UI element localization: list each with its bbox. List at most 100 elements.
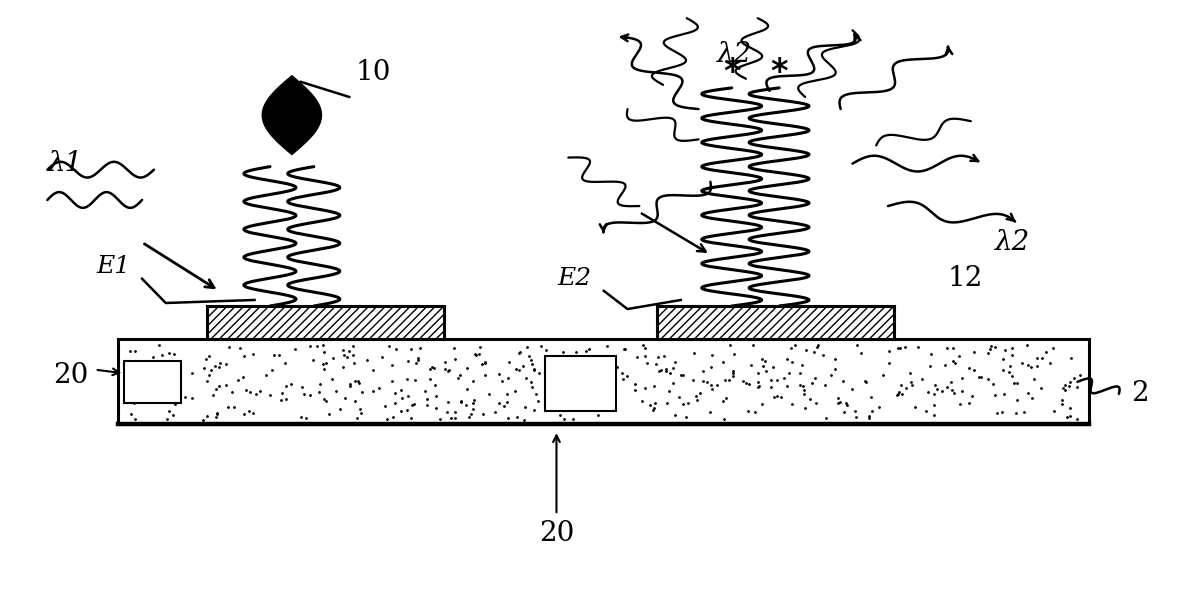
Point [888,344,907,353]
Point [652,365,671,375]
Point [510,347,529,357]
Point [301,342,320,351]
Point [485,407,504,417]
Point [794,381,813,390]
Point [951,399,970,409]
Point [617,371,636,381]
Point [165,349,184,359]
Point [987,408,1006,418]
Point [564,414,583,424]
Point [143,352,162,362]
Point [201,365,220,375]
Point [559,375,578,384]
Point [925,400,944,410]
Point [363,386,382,396]
Point [863,406,882,416]
Point [678,398,697,408]
Point [525,365,543,375]
Point [382,360,401,370]
Point [1004,378,1023,388]
Point [363,365,382,375]
Point [993,365,1012,375]
Point [296,413,315,423]
Point [498,357,517,367]
Point [548,399,567,409]
Point [480,390,498,399]
Point [796,403,815,413]
Point [527,390,546,399]
Point [314,340,333,350]
Point [160,348,179,358]
Point [466,351,485,361]
Point [825,364,844,374]
Point [794,385,813,395]
Point [649,366,668,376]
Point [418,401,437,410]
Point [334,345,353,355]
Point [577,345,596,355]
Point [398,356,417,366]
Point [157,414,176,424]
Text: λ2: λ2 [995,229,1030,256]
Point [335,351,354,361]
Point [825,355,844,364]
Point [748,377,767,387]
Point [984,379,1003,389]
Text: *: * [723,56,740,89]
Point [855,376,874,385]
Point [1003,344,1022,353]
Point [330,404,349,414]
Point [1061,377,1080,387]
Point [925,389,944,399]
Point [783,399,802,408]
Point [456,401,475,410]
Point [843,384,862,394]
Point [580,344,599,354]
Point [880,346,899,356]
Point [616,344,635,353]
Point [445,354,464,364]
Point [754,362,773,371]
Point [774,373,793,382]
Point [739,407,758,416]
Point [702,350,721,359]
Point [761,375,780,385]
Point [749,381,768,390]
Point [893,388,912,398]
Point [445,413,464,422]
Point [1012,358,1031,368]
Point [901,378,920,387]
Point [542,364,561,374]
Point [445,407,464,416]
Point [464,398,483,408]
Point [919,387,938,397]
Point [628,353,646,362]
Point [645,404,664,413]
Point [313,359,332,368]
Point [638,358,657,367]
Text: 10: 10 [355,59,391,86]
Point [674,399,693,409]
Text: 12: 12 [947,265,983,292]
Point [807,398,826,408]
Point [888,390,907,400]
Point [734,376,753,385]
Point [540,403,559,413]
Point [217,359,236,369]
Point [674,371,693,381]
Point [322,374,341,384]
Point [586,401,605,410]
Point [346,376,365,385]
Point [391,385,410,395]
Point [520,351,539,361]
Point [538,354,556,364]
Point [516,402,535,412]
Text: 20: 20 [539,520,574,547]
Point [715,376,734,385]
Point [337,353,356,362]
Point [577,368,596,378]
Bar [207,306,444,339]
Point [155,397,174,407]
Point [470,342,489,352]
Point [506,387,525,396]
